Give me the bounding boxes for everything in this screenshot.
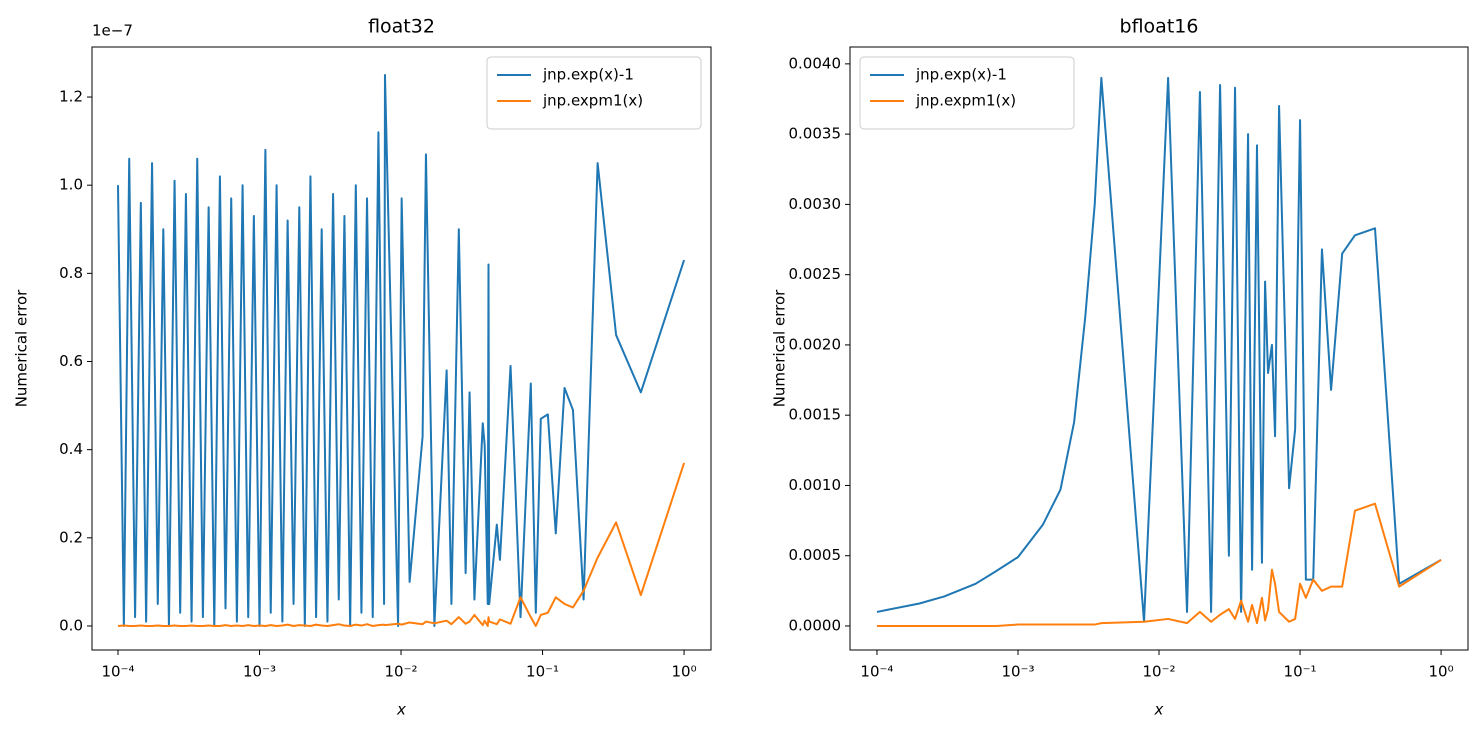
x-axis-label: x — [396, 701, 406, 719]
legend-label: jnp.exp(x)-1 — [542, 66, 634, 84]
chart-title: float32 — [368, 16, 435, 38]
x-tick-label: 10⁻⁴ — [101, 663, 134, 681]
axes-frame — [849, 46, 1469, 651]
legend-label: jnp.expm1(x) — [915, 92, 1016, 110]
y-tick-label: 0.0005 — [789, 546, 842, 564]
x-tick-label: 10⁻¹ — [1284, 663, 1317, 681]
x-tick-label: 10⁻² — [385, 663, 418, 681]
chart-title: bfloat16 — [1120, 16, 1199, 38]
series-line — [876, 76, 1442, 623]
series-line — [117, 73, 686, 627]
x-tick-label: 10⁻³ — [1001, 663, 1034, 681]
y-tick-label: 0.0010 — [789, 476, 842, 494]
y-tick-label: 1.2 — [59, 88, 83, 106]
x-tick-label: 10⁰ — [1429, 663, 1454, 681]
y-tick-label: 0.0025 — [789, 265, 842, 283]
x-tick-label: 10⁰ — [672, 663, 697, 681]
y-offset-text: 1e−7 — [92, 22, 133, 40]
legend-box — [859, 56, 1075, 130]
series-line — [117, 462, 686, 627]
y-tick-label: 1.0 — [59, 176, 83, 194]
x-axis-label: x — [1154, 701, 1164, 719]
y-tick-label: 0.0 — [59, 616, 83, 634]
y-tick-label: 0.0015 — [789, 406, 842, 424]
y-tick-label: 0.0000 — [789, 616, 842, 634]
y-tick-label: 0.0030 — [789, 195, 842, 213]
y-tick-label: 0.4 — [59, 440, 83, 458]
legend-box — [486, 56, 702, 130]
y-tick-label: 0.2 — [59, 528, 83, 546]
x-tick-label: 10⁻⁴ — [860, 663, 893, 681]
y-tick-label: 0.6 — [59, 352, 83, 370]
x-tick-label: 10⁻² — [1143, 663, 1176, 681]
legend-label: jnp.exp(x)-1 — [915, 66, 1007, 84]
x-tick-label: 10⁻¹ — [526, 663, 559, 681]
series-line — [876, 502, 1442, 627]
y-tick-label: 0.8 — [59, 264, 83, 282]
y-tick-label: 0.0035 — [789, 125, 842, 143]
axes-frame — [91, 46, 712, 651]
y-tick-label: 0.0020 — [789, 335, 842, 353]
x-tick-label: 10⁻³ — [243, 663, 276, 681]
y-axis-label: Numerical error — [771, 289, 789, 407]
y-tick-label: 0.0040 — [789, 54, 842, 72]
y-axis-label: Numerical error — [13, 289, 31, 407]
legend-label: jnp.expm1(x) — [542, 92, 643, 110]
